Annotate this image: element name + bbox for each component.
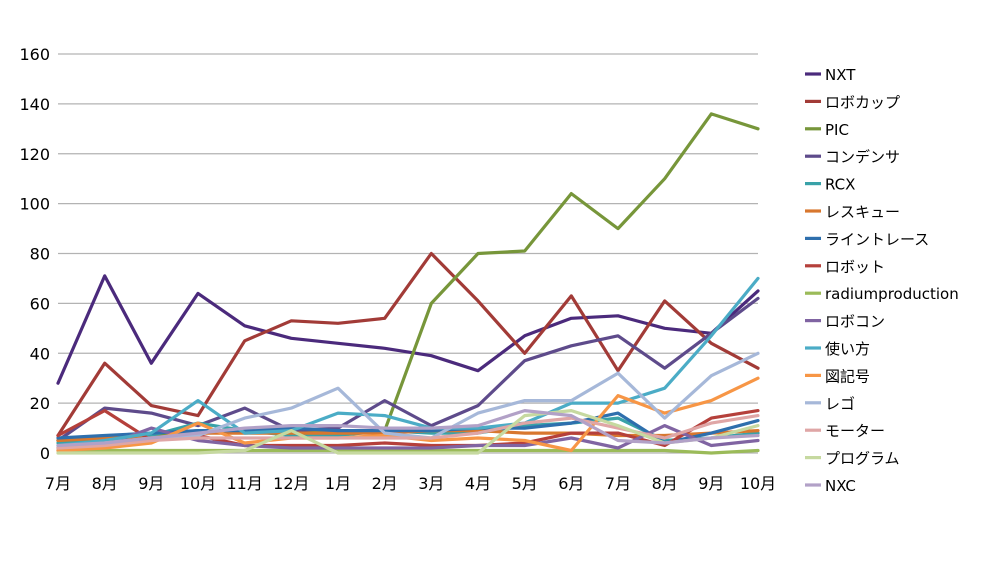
x-tick-label-4: 11月 xyxy=(226,474,262,493)
legend-label-9: ロボコン xyxy=(825,313,885,331)
x-tick-label-6: 1月 xyxy=(325,474,351,493)
legend-label-2: PIC xyxy=(825,121,849,139)
x-tick-label-8: 3月 xyxy=(418,474,444,493)
x-tick-label-5: 12月 xyxy=(273,474,309,493)
x-tick-label-1: 8月 xyxy=(92,474,118,493)
legend-label-8: radiumproduction xyxy=(825,285,959,303)
x-tick-label-7: 2月 xyxy=(372,474,398,493)
legend-label-15: NXC xyxy=(825,477,856,495)
x-tick-label-10: 5月 xyxy=(512,474,538,493)
series-lines xyxy=(56,112,760,455)
y-tick-label-2: 40 xyxy=(30,344,50,363)
legend-label-6: ライントレース xyxy=(825,230,929,248)
legend-label-4: RCX xyxy=(825,176,855,194)
y-tick-label-5: 100 xyxy=(19,195,50,214)
x-tick-label-9: 4月 xyxy=(465,474,491,493)
axes: 0 20 40 60 80 100 120 140 160 7月 8月 9月 10月 11月 12月 1月 2月… xyxy=(19,45,776,493)
legend-label-14: プログラム xyxy=(825,450,900,468)
series-line-0 xyxy=(56,274,760,385)
series-line-14 xyxy=(56,409,760,455)
legend-label-3: コンデンサ xyxy=(825,148,900,166)
series-line-8 xyxy=(56,448,760,455)
x-tick-label-13: 8月 xyxy=(652,474,678,493)
gridlines xyxy=(58,53,758,454)
y-tick-label-7: 140 xyxy=(19,95,50,114)
legend-label-7: ロボット xyxy=(825,258,885,276)
y-tick-label-6: 120 xyxy=(19,145,50,164)
x-tick-label-2: 9月 xyxy=(138,474,164,493)
legend-label-10: 使い方 xyxy=(825,340,870,358)
legend-label-13: モーター xyxy=(825,422,885,440)
x-tick-label-3: 10月 xyxy=(180,474,216,493)
y-tick-label-0: 0 xyxy=(40,444,50,463)
series-line-15 xyxy=(56,409,760,448)
y-tick-label-8: 160 xyxy=(19,45,50,64)
legend-label-11: 図記号 xyxy=(825,367,870,385)
legend-label-1: ロボカップ xyxy=(825,93,900,111)
x-tick-label-0: 7月 xyxy=(45,474,71,493)
legend-label-5: レスキュー xyxy=(825,203,900,221)
x-tick-label-12: 7月 xyxy=(605,474,631,493)
y-tick-label-3: 60 xyxy=(30,294,50,313)
y-tick-label-4: 80 xyxy=(30,245,50,264)
x-tick-label-15: 10月 xyxy=(740,474,776,493)
x-tick-label-14: 9月 xyxy=(698,474,724,493)
legend-label-0: NXT xyxy=(825,66,856,84)
legend-label-12: レゴ xyxy=(825,395,855,413)
y-tick-label-1: 20 xyxy=(30,394,50,413)
series-line-3 xyxy=(56,296,760,443)
series-line-1 xyxy=(56,251,760,438)
x-tick-label-11: 6月 xyxy=(558,474,584,493)
